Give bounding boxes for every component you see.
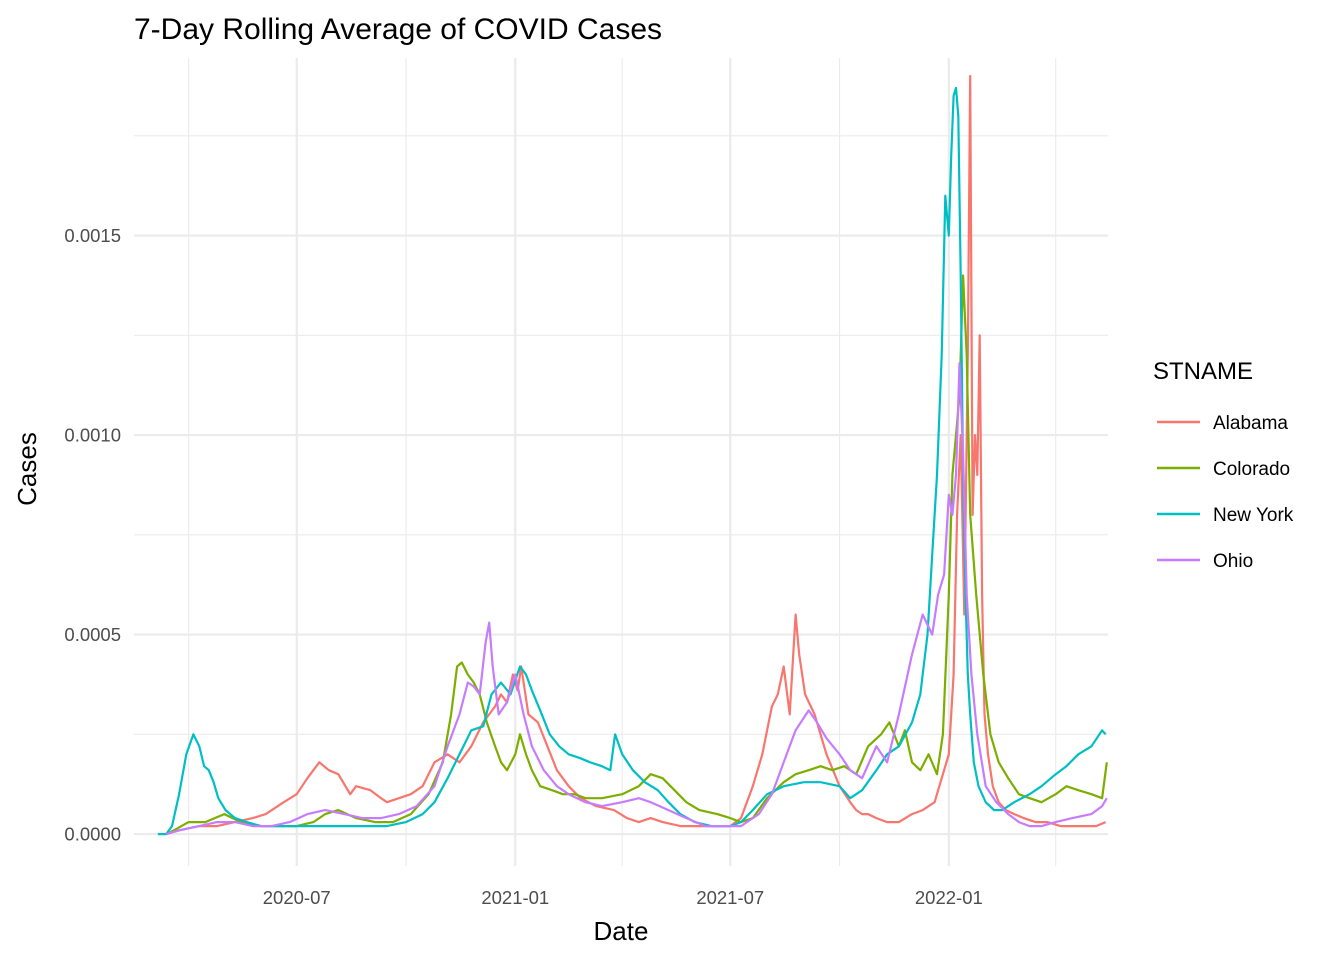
- legend-item: New York: [1157, 505, 1294, 526]
- x-tick-label: 2021-07: [696, 887, 764, 908]
- legend-label: Colorado: [1213, 459, 1290, 480]
- x-tick-label: 2022-01: [915, 887, 983, 908]
- legend-label: Ohio: [1213, 551, 1253, 572]
- x-axis-tick-labels: 2020-07 2021-01 2021-07 2022-01: [263, 887, 983, 908]
- y-axis-title: Cases: [12, 432, 42, 506]
- x-tick-label: 2020-07: [263, 887, 331, 908]
- series-lines: [158, 76, 1107, 834]
- y-axis-tick-labels: 0.0000 0.0005 0.0010 0.0015: [64, 225, 121, 845]
- chart-title: 7-Day Rolling Average of COVID Cases: [134, 13, 662, 46]
- y-tick-label: 0.0015: [64, 225, 121, 246]
- legend-item: Colorado: [1157, 459, 1290, 480]
- legend-label: New York: [1213, 505, 1294, 526]
- legend-title: STNAME: [1153, 358, 1253, 385]
- legend: STNAME Alabama Colorado New York Ohio: [1153, 358, 1294, 572]
- legend-item: Ohio: [1157, 551, 1253, 572]
- major-gridlines-x: [297, 58, 949, 866]
- y-tick-label: 0.0000: [64, 824, 121, 845]
- minor-gridlines-x: [189, 58, 1056, 866]
- y-tick-label: 0.0010: [64, 425, 121, 446]
- legend-label: Alabama: [1213, 413, 1288, 434]
- legend-items: Alabama Colorado New York Ohio: [1157, 413, 1294, 572]
- x-tick-label: 2021-01: [481, 887, 549, 908]
- series-line-alabama: [166, 76, 1106, 834]
- legend-item: Alabama: [1157, 413, 1288, 434]
- x-axis-title: Date: [594, 916, 649, 946]
- y-tick-label: 0.0005: [64, 624, 121, 645]
